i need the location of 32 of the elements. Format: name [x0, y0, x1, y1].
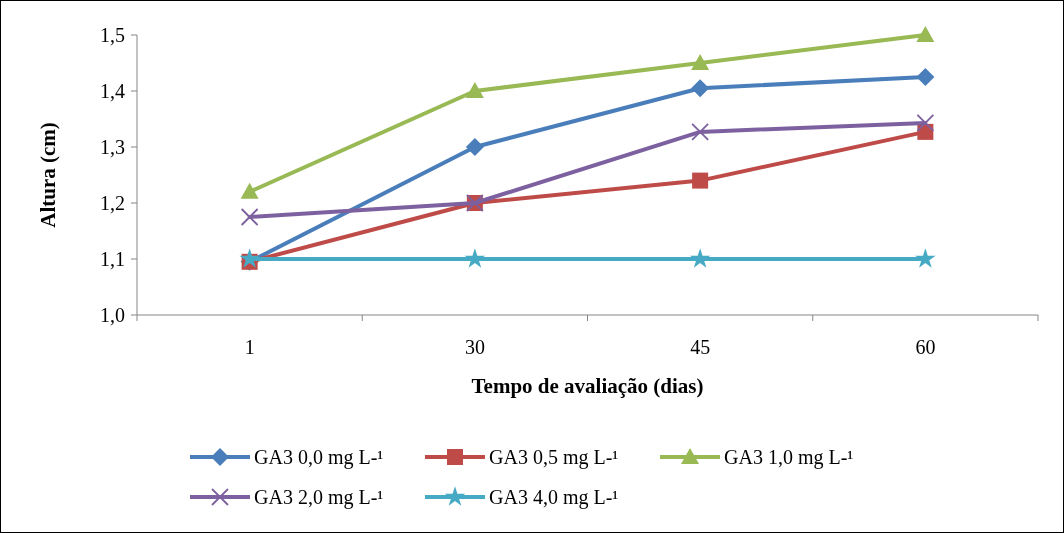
legend-label: GA3 0,5 mg L-¹: [489, 446, 619, 469]
x-axis-title: Tempo de avaliação (dias): [471, 374, 704, 398]
point: [916, 68, 935, 86]
legend-label: GA3 1,0 mg L-¹: [724, 446, 854, 469]
point: [464, 248, 486, 268]
legend-label: GA3 0,0 mg L-¹: [254, 446, 384, 469]
point: [240, 208, 259, 226]
y-axis-title: Altura (cm): [36, 122, 60, 228]
point: [915, 248, 936, 268]
point: [916, 114, 935, 132]
x-tick-label: 45: [690, 336, 711, 358]
point: [692, 172, 709, 189]
point: [916, 26, 935, 42]
legend-label: GA3 2,0 mg L-¹: [254, 486, 384, 509]
point: [239, 248, 260, 268]
point: [691, 122, 710, 141]
x-tick-label: 60: [915, 336, 936, 358]
legend-label: GA3 4,0 mg L-¹: [489, 486, 619, 509]
point: [465, 138, 484, 156]
point: [691, 54, 710, 70]
point: [465, 82, 484, 98]
point: [240, 182, 259, 199]
x-tick-label: 30: [464, 336, 485, 358]
y-tick-label: 1,3: [100, 136, 125, 158]
y-tick-label: 1,0: [100, 304, 125, 326]
point: [689, 248, 711, 268]
y-tick-label: 1,4: [100, 80, 125, 102]
y-tick-label: 1,1: [100, 248, 125, 270]
y-tick-label: 1,2: [100, 192, 125, 214]
y-tick-label: 1,5: [100, 24, 125, 46]
point: [691, 79, 710, 98]
x-tick-label: 1: [244, 336, 255, 358]
